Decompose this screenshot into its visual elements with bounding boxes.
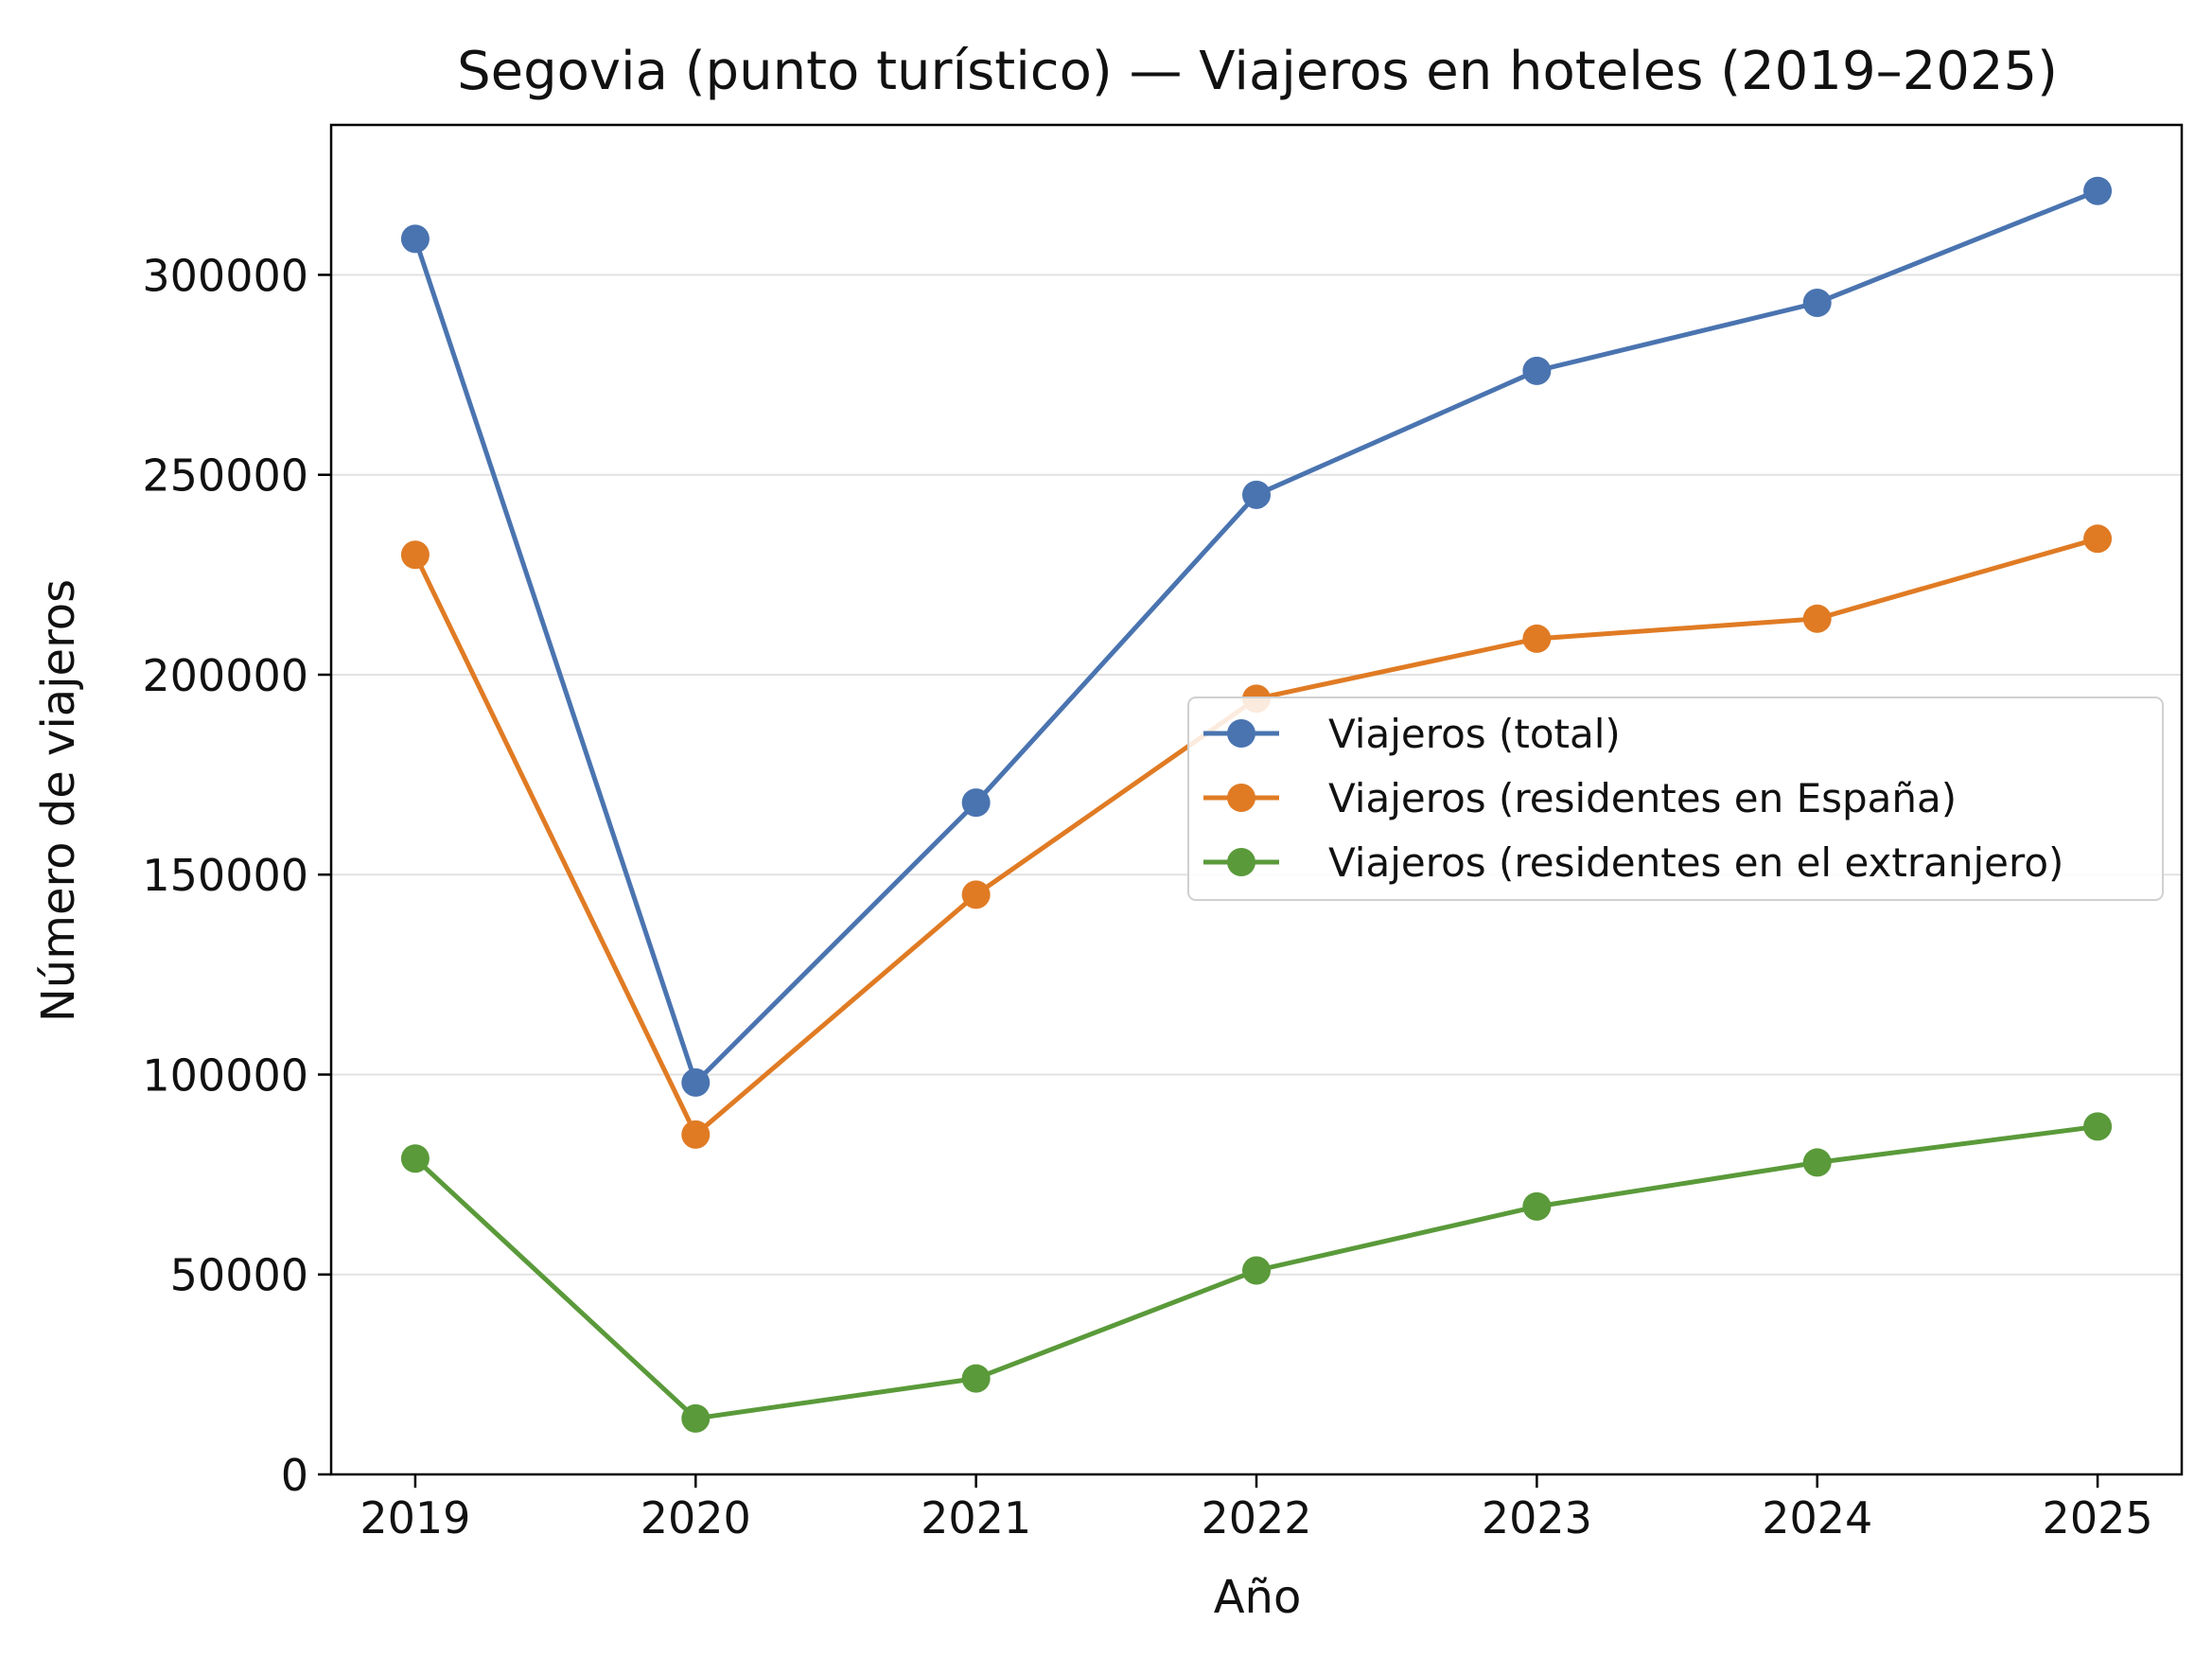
- y-tick-label: 100000: [142, 1049, 308, 1101]
- series-3: [400, 1112, 2113, 1433]
- legend-item: Viajeros (residentes en España): [1203, 775, 1957, 821]
- data-point: [2083, 524, 2113, 554]
- data-point: [681, 1403, 711, 1433]
- data-point: [400, 540, 430, 570]
- y-tick-label: 300000: [142, 250, 308, 301]
- y-tick-label: 0: [281, 1450, 308, 1501]
- data-point: [1802, 604, 1832, 633]
- data-point: [1242, 1256, 1271, 1285]
- y-tick-label: 50000: [170, 1250, 308, 1301]
- legend-marker: [1227, 848, 1255, 876]
- legend: Viajeros (total) Viajeros (residentes en …: [1187, 697, 2164, 901]
- data-point: [681, 1067, 711, 1097]
- data-point: [1242, 480, 1271, 509]
- x-tick-label: 2023: [1482, 1492, 1592, 1543]
- data-point: [961, 880, 991, 909]
- legend-label: Viajeros (residentes en España): [1328, 775, 1957, 821]
- data-point: [681, 1120, 711, 1149]
- data-point: [400, 224, 430, 254]
- chart-title: Segovia (punto turístico) — Viajeros en …: [457, 41, 2058, 102]
- series-lines: [400, 176, 2113, 1433]
- x-tick-label: 2021: [921, 1492, 1031, 1543]
- x-axis-label: Año: [1214, 1571, 1302, 1624]
- plot-area-frame: [329, 123, 2184, 1476]
- y-tick-label: 250000: [142, 450, 308, 502]
- y-axis-label: Número de viajeros: [32, 579, 85, 1022]
- legend-box: [1187, 697, 2164, 901]
- data-point: [961, 788, 991, 818]
- legend-item: Viajeros (residentes en el extranjero): [1203, 839, 2063, 886]
- legend-marker: [1227, 719, 1255, 748]
- data-point: [1522, 1191, 1552, 1221]
- data-point: [2083, 176, 2113, 205]
- data-point: [1802, 1148, 1832, 1177]
- data-point: [1802, 289, 1832, 318]
- x-tick-label: 2019: [360, 1492, 470, 1543]
- x-tick-label: 2025: [2043, 1492, 2153, 1543]
- legend-item: Viajeros (total): [1203, 711, 1621, 757]
- data-point: [961, 1364, 991, 1393]
- y-tick-label: 150000: [142, 850, 308, 901]
- y-tick-label: 200000: [142, 650, 308, 701]
- x-tick-label: 2020: [641, 1492, 751, 1543]
- data-point: [400, 1144, 430, 1173]
- x-tick-label: 2022: [1201, 1492, 1311, 1543]
- data-point: [1522, 356, 1552, 385]
- data-point: [2083, 1112, 2113, 1141]
- legend-label: Viajeros (residentes en el extranjero): [1328, 839, 2063, 886]
- legend-marker: [1227, 784, 1255, 812]
- axes: 0 50000 100000 150000 200000 250000 300000 2019…: [142, 123, 2184, 1543]
- series-1: [400, 176, 2113, 1097]
- legend-label: Viajeros (total): [1328, 711, 1621, 757]
- data-point: [1522, 624, 1552, 653]
- x-tick-label: 2024: [1762, 1492, 1872, 1543]
